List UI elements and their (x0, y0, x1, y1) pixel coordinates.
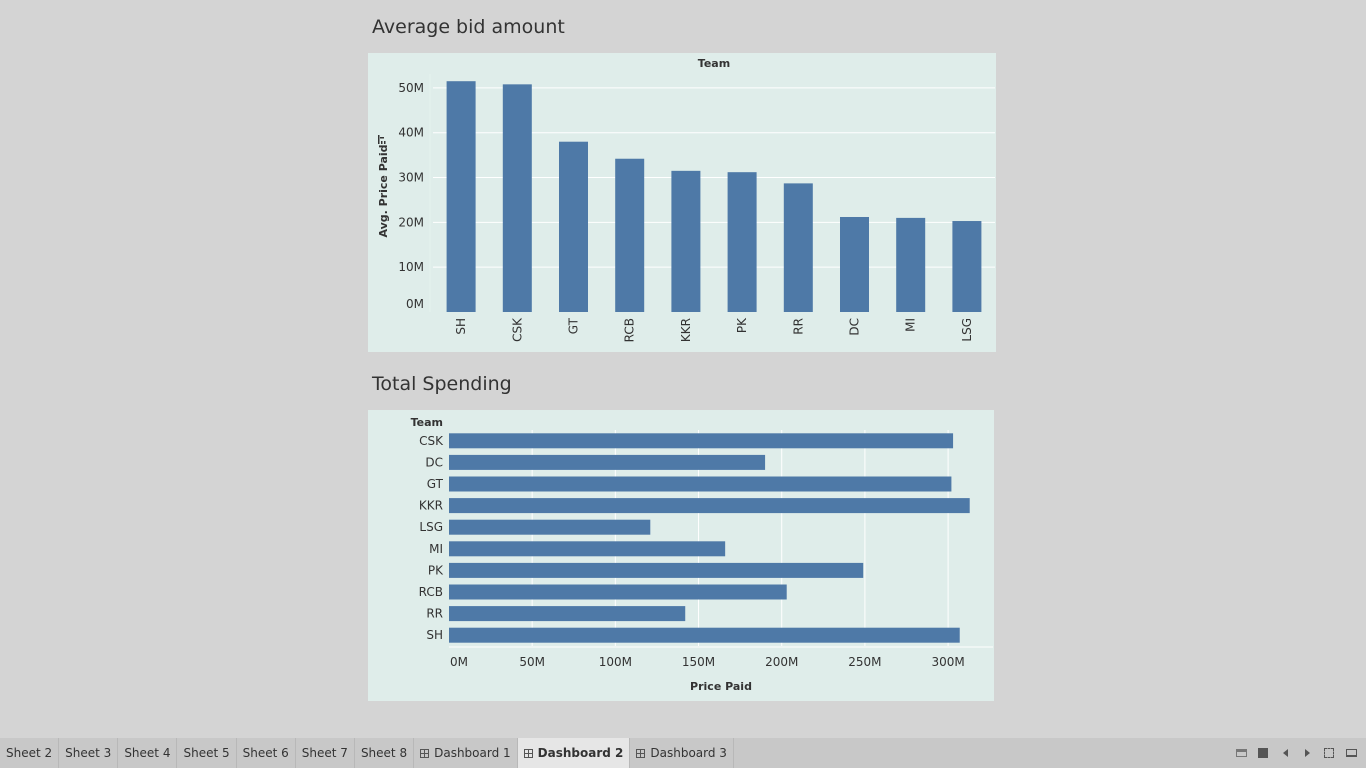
bar-dc[interactable] (449, 454, 766, 470)
x-axis-title: Price Paid (690, 680, 752, 693)
bar-rcb[interactable] (449, 584, 787, 600)
tab-label: Sheet 3 (65, 746, 112, 760)
x-tick-label: LSG (960, 318, 974, 342)
chart-title-total-spending: Total Spending (372, 373, 512, 395)
y-tick-label: KKR (419, 499, 443, 513)
fullscreen-icon[interactable] (1322, 746, 1336, 760)
sheet-tab-bar: Sheet 2 Sheet 3 Sheet 4 Sheet 5 Sheet 6 Sheet… (0, 738, 1366, 768)
tab-bar-tools (1234, 738, 1358, 768)
x-tick-label: 50M (519, 655, 545, 669)
next-tab-icon[interactable] (1300, 746, 1314, 760)
tab-label: Dashboard 1 (434, 746, 511, 760)
tab-sheet-2[interactable]: Sheet 2 (0, 738, 60, 768)
x-tick-label: DC (848, 318, 862, 336)
bar-mi[interactable] (449, 541, 726, 557)
bar-lsg[interactable] (952, 221, 982, 312)
bar-kkr[interactable] (449, 498, 970, 514)
tab-label: Dashboard 2 (537, 746, 624, 760)
y-tick-label: 0M (406, 297, 424, 311)
y-tick-label: 10M (398, 260, 424, 274)
y-tick-label: 30M (398, 171, 424, 185)
tab-sheet-7[interactable]: Sheet 7 (296, 738, 355, 768)
total-spending-chart[interactable]: Team CSK DC GT KKR LSG MI PK RCB RR SH 0M 50M 100M 150… (368, 410, 994, 701)
tab-label: Sheet 8 (360, 746, 408, 760)
tab-label: Sheet 5 (183, 746, 230, 760)
bar-lsg[interactable] (449, 519, 651, 535)
y-tick-label: SH (426, 628, 443, 642)
bar-sh[interactable] (449, 627, 960, 643)
tab-sheet-5[interactable]: Sheet 5 (177, 738, 237, 768)
sort-icon[interactable] (378, 135, 386, 144)
tab-label: Sheet 6 (242, 746, 289, 760)
bar-rr[interactable] (783, 183, 813, 312)
bar-kkr[interactable] (671, 170, 701, 312)
tab-sheet-6[interactable]: Sheet 6 (237, 738, 296, 768)
bar-rcb[interactable] (615, 158, 645, 312)
x-tick-label: RR (791, 318, 805, 335)
y-tick-label: PK (428, 563, 444, 577)
tab-sheet-8[interactable]: Sheet 8 (355, 738, 415, 768)
x-tick-label: RCB (623, 318, 637, 342)
x-tick-label: CSK (510, 317, 524, 342)
average-bid-chart-svg: Team 0M 10M 20M 30M 40M 50M Avg. Price Paid SH CS… (377, 57, 995, 342)
presentation-mode-icon[interactable] (1344, 746, 1358, 760)
x-tick-label: SH (454, 318, 468, 335)
x-tick-label: GT (567, 317, 581, 334)
dashboard-icon (523, 748, 533, 758)
x-tick-label: MI (904, 318, 918, 332)
y-tick-label: CSK (419, 434, 444, 448)
tab-label: Sheet 7 (301, 746, 348, 760)
bar-csk[interactable] (449, 433, 954, 449)
total-spending-chart-svg: Team CSK DC GT KKR LSG MI PK RCB RR SH 0M 50M 100M 150… (411, 416, 993, 693)
tab-dashboard-3[interactable]: Dashboard 3 (630, 738, 734, 768)
show-tabs-icon[interactable] (1234, 746, 1248, 760)
previous-tab-icon[interactable] (1278, 746, 1292, 760)
chart-title-average-bid: Average bid amount (372, 16, 565, 38)
y-tick-label: RCB (419, 585, 443, 599)
bar-rr[interactable] (449, 606, 686, 622)
y-tick-label: LSG (419, 520, 443, 534)
bar-pk[interactable] (449, 562, 864, 578)
bar-gt[interactable] (559, 141, 588, 312)
x-tick-label: 200M (765, 655, 798, 669)
average-bid-chart[interactable]: Team 0M 10M 20M 30M 40M 50M Avg. Price Paid SH CS… (368, 53, 996, 352)
x-tick-label: 0M (450, 655, 468, 669)
y-tick-label: 40M (398, 126, 424, 140)
bar-csk[interactable] (502, 84, 532, 312)
x-tick-label: 150M (682, 655, 715, 669)
x-tick-label: PK (735, 317, 749, 333)
bar-gt[interactable] (449, 476, 952, 492)
bar-sh[interactable] (446, 81, 476, 312)
y-tick-label: 50M (398, 81, 424, 95)
y-tick-label: MI (429, 542, 443, 556)
x-tick-label: 300M (931, 655, 964, 669)
y-tick-label: GT (427, 477, 444, 491)
y-axis-title: Avg. Price Paid (377, 144, 390, 237)
tab-label: Sheet 2 (6, 746, 53, 760)
tab-sheet-3[interactable]: Sheet 3 (59, 738, 119, 768)
tab-label: Dashboard 3 (650, 746, 727, 760)
dashboard-icon (420, 748, 430, 758)
y-tick-label: DC (425, 455, 443, 469)
tab-label: Sheet 4 (124, 746, 171, 760)
tab-dashboard-2[interactable]: Dashboard 2 (517, 738, 631, 768)
x-tick-label: 100M (599, 655, 632, 669)
x-tick-label: KKR (679, 318, 693, 342)
row-header-team: Team (411, 416, 443, 429)
show-filmstrip-icon[interactable] (1256, 746, 1270, 760)
x-tick-label: 250M (848, 655, 881, 669)
dashboard-icon (636, 748, 646, 758)
bar-mi[interactable] (896, 217, 926, 312)
column-header-team: Team (698, 57, 730, 70)
bar-dc[interactable] (840, 216, 869, 312)
y-tick-label: RR (426, 607, 443, 621)
tab-dashboard-1[interactable]: Dashboard 1 (414, 738, 518, 768)
tab-sheet-4[interactable]: Sheet 4 (118, 738, 178, 768)
y-tick-label: 20M (398, 215, 424, 229)
bar-pk[interactable] (727, 172, 757, 312)
